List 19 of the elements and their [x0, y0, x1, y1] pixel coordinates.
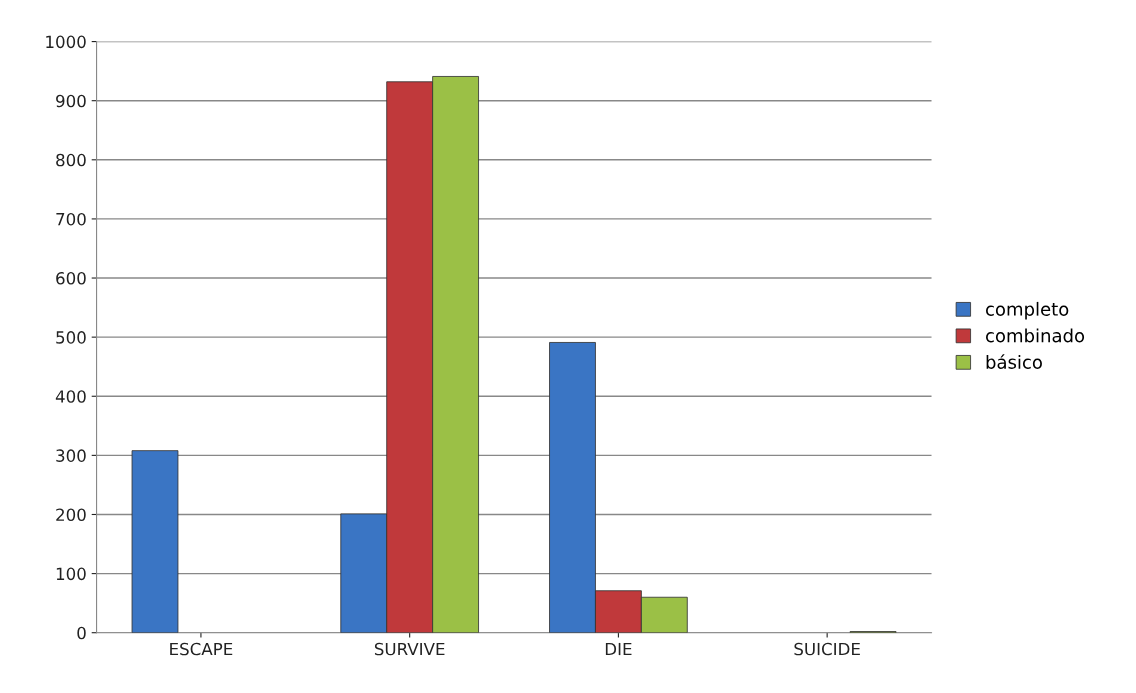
- y-tick-label: 600: [56, 271, 86, 285]
- legend-label: básico: [986, 354, 1042, 369]
- legend-label: completo: [986, 301, 1069, 320]
- x-tick-label: SURVIVE: [374, 642, 445, 656]
- y-tick-label: 400: [55, 390, 86, 403]
- y-tick-label: 700: [56, 212, 86, 226]
- x-tick-label: DIE: [605, 642, 632, 656]
- legend-label: combinado: [986, 328, 1085, 343]
- y-tick-label: 500: [56, 331, 86, 344]
- y-tick-label: 100: [56, 567, 86, 581]
- y-tick-label: 900: [56, 94, 86, 108]
- y-tick-label: 1000: [46, 35, 86, 49]
- x-tick-label: SUICIDE: [794, 642, 860, 656]
- bar: [131, 450, 179, 633]
- y-tick-label: 200: [56, 508, 86, 522]
- x-tick-label: ESCAPE: [170, 642, 233, 656]
- y-tick-label: 300: [56, 449, 86, 462]
- y-tick-label: 800: [56, 153, 86, 167]
- y-tick-label: 0: [77, 626, 86, 640]
